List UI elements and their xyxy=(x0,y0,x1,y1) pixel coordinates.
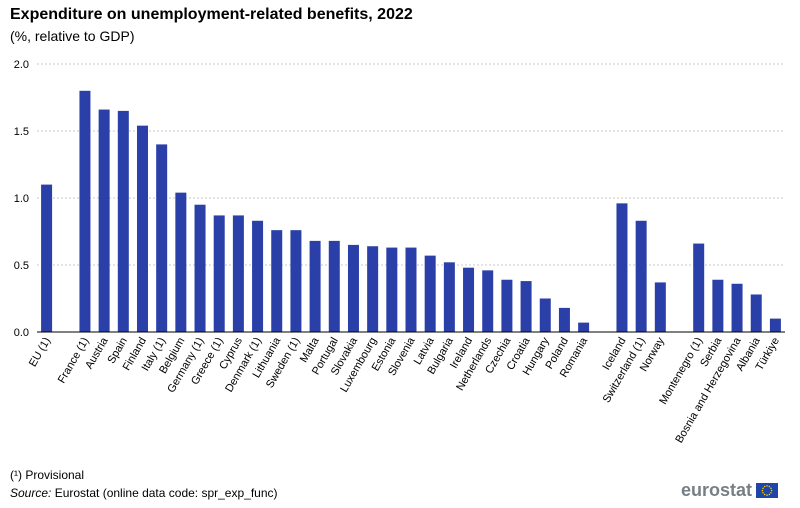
bar xyxy=(539,298,551,332)
flag-star xyxy=(770,489,773,491)
bar-chart: 0.00.51.01.52.0EU (1) France (1)AustriaSp… xyxy=(14,59,785,445)
source-note: Source: Eurostat (online data code: spr_… xyxy=(10,486,278,500)
bar xyxy=(41,184,53,332)
eurostat-logo: eurostat xyxy=(681,479,779,500)
flag-star xyxy=(768,485,771,487)
flag-star xyxy=(770,486,772,489)
y-tick-label: 1.0 xyxy=(14,193,29,205)
bar xyxy=(79,90,91,332)
bar xyxy=(156,144,168,332)
eu-flag-icon xyxy=(756,482,779,498)
bar xyxy=(635,220,647,332)
bar xyxy=(654,282,666,332)
bar xyxy=(252,220,264,332)
flag-star xyxy=(766,484,768,487)
flag-star xyxy=(763,485,766,487)
bar xyxy=(175,192,187,332)
bar xyxy=(117,110,129,333)
y-tick-label: 0.0 xyxy=(14,327,29,339)
bar xyxy=(769,318,781,332)
bar xyxy=(367,246,379,332)
y-tick-label: 0.5 xyxy=(14,260,29,272)
bar xyxy=(520,281,532,332)
bar xyxy=(558,307,570,332)
flag-star xyxy=(768,493,771,495)
bar xyxy=(232,215,244,332)
bar xyxy=(482,270,494,332)
bar xyxy=(443,262,455,332)
flag-star xyxy=(761,489,764,491)
source-label: Source: xyxy=(10,486,52,500)
flag-star xyxy=(762,491,764,494)
bar xyxy=(693,243,705,332)
x-tick-label: EU (1) xyxy=(27,336,53,370)
flag-star xyxy=(766,493,768,496)
bar xyxy=(136,125,148,332)
chart-title: Expenditure on unemployment-related bene… xyxy=(10,6,413,23)
y-tick-label: 2.0 xyxy=(14,59,29,71)
bar xyxy=(290,230,302,332)
bar xyxy=(712,279,724,332)
flag-star xyxy=(762,486,764,489)
bar xyxy=(616,203,628,332)
bar xyxy=(424,255,436,332)
footnote: (¹) Provisional xyxy=(10,468,85,482)
bar xyxy=(405,247,417,332)
source-text: Eurostat (online data code: spr_exp_func… xyxy=(51,486,278,500)
bar xyxy=(271,230,283,332)
logo-text: eurostat xyxy=(681,479,753,500)
bar xyxy=(731,283,743,332)
bar xyxy=(386,247,398,332)
flag-star xyxy=(770,491,772,494)
bar xyxy=(213,215,225,332)
bar xyxy=(98,109,110,332)
bar xyxy=(578,322,590,332)
chart-subtitle: (%, relative to GDP) xyxy=(10,28,135,44)
bar xyxy=(463,267,475,332)
bar xyxy=(347,244,359,332)
bar xyxy=(328,240,340,332)
bar xyxy=(309,240,321,332)
flag-star xyxy=(763,493,766,495)
bar xyxy=(750,294,762,332)
bar xyxy=(194,204,206,332)
bar xyxy=(501,279,513,332)
y-tick-label: 1.5 xyxy=(14,126,29,138)
